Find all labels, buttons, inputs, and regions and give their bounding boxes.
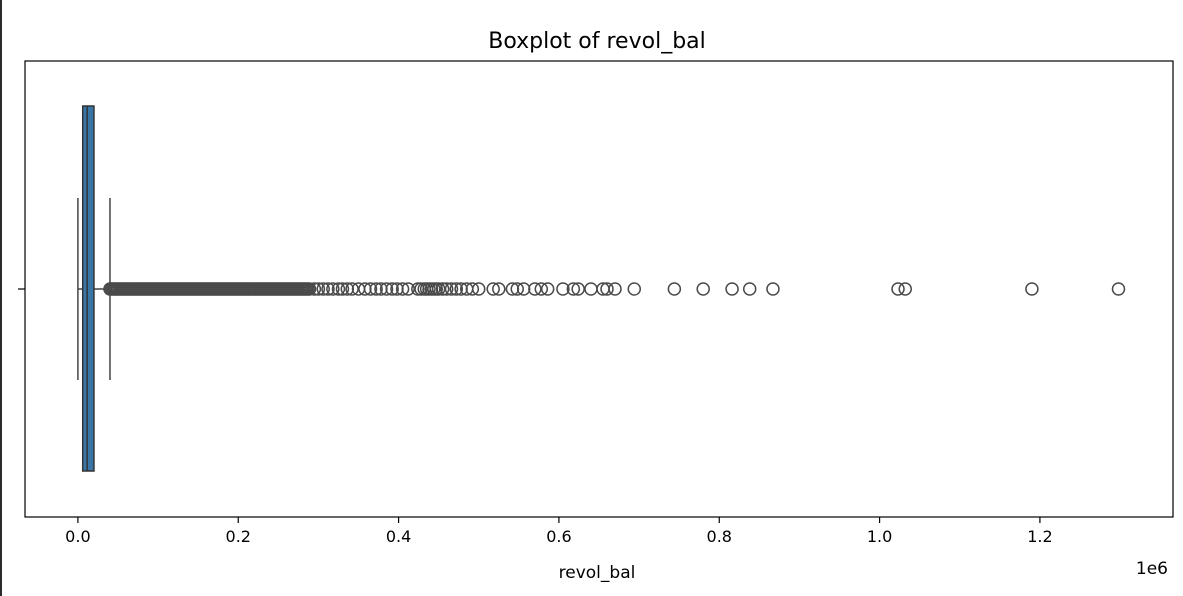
x-axis-offset-label: 1e6: [1136, 559, 1168, 579]
outlier-point: [340, 282, 355, 296]
outlier-point: [302, 282, 317, 296]
outlier-point: [571, 282, 585, 296]
x-axis-label: revol_bal: [559, 563, 636, 583]
outlier-point: [411, 282, 425, 296]
outlier-point: [449, 282, 464, 296]
outlier-point: [435, 282, 450, 296]
outlier-point: [534, 282, 549, 296]
outlier-point: [742, 282, 757, 296]
outlier-point: [566, 282, 581, 296]
outlier-point: [395, 282, 410, 296]
outlier-point: [516, 282, 531, 296]
outlier-point: [385, 282, 399, 296]
x-tick-label: 0.0: [65, 527, 90, 546]
outlier-point: [401, 282, 415, 296]
outlier-point: [414, 282, 428, 296]
outlier-point: [390, 282, 404, 296]
outlier-point: [379, 282, 394, 296]
outlier-point: [316, 282, 330, 296]
chart-title: Boxplot of revol_bal: [488, 29, 706, 54]
outlier-point: [307, 282, 322, 296]
x-tick-label: 0.4: [386, 527, 411, 546]
outlier-point: [363, 282, 378, 296]
outlier-point: [1111, 282, 1126, 296]
iqr-box: [81, 105, 95, 472]
outlier-point: [358, 282, 372, 296]
outlier-point: [335, 282, 350, 296]
outlier-point: [667, 282, 682, 296]
window-frame-edge: [0, 0, 2, 596]
x-tick-label: 1.2: [1027, 527, 1052, 546]
outlier-point: [627, 282, 642, 296]
outlier-point: [439, 282, 454, 296]
outlier-point: [600, 282, 614, 296]
outlier-point: [454, 282, 468, 296]
outlier-point: [465, 282, 480, 296]
x-tick-label: 0.8: [707, 527, 732, 546]
outlier-point: [345, 282, 359, 296]
outlier-point: [584, 282, 598, 296]
outlier-point: [326, 282, 340, 296]
outlier-point: [492, 282, 506, 296]
outlier-point: [331, 282, 346, 296]
outlier-point: [1025, 282, 1039, 296]
x-tick-label: 0.2: [226, 527, 251, 546]
outlier-point: [891, 282, 905, 296]
outlier-point: [766, 282, 780, 296]
outlier-point: [505, 282, 520, 296]
outlier-point: [444, 282, 459, 296]
outlier-point: [696, 282, 710, 296]
outlier-point: [471, 282, 486, 296]
outlier-dense-band: [103, 282, 317, 296]
outlier-point: [321, 282, 335, 296]
outlier-point: [510, 282, 524, 296]
outlier-point: [486, 282, 500, 296]
outlier-point: [528, 282, 542, 296]
outlier-point: [725, 282, 739, 296]
x-tick-label: 0.6: [546, 527, 571, 546]
x-tick-label: 1.0: [867, 527, 892, 546]
outlier-point: [374, 282, 388, 296]
outlier-point: [556, 282, 570, 296]
outlier-point: [540, 282, 555, 296]
outlier-point: [608, 282, 622, 296]
outlier-point: [898, 282, 912, 296]
outlier-point: [431, 282, 446, 296]
outlier-point: [369, 282, 383, 296]
outlier-point: [311, 282, 326, 296]
